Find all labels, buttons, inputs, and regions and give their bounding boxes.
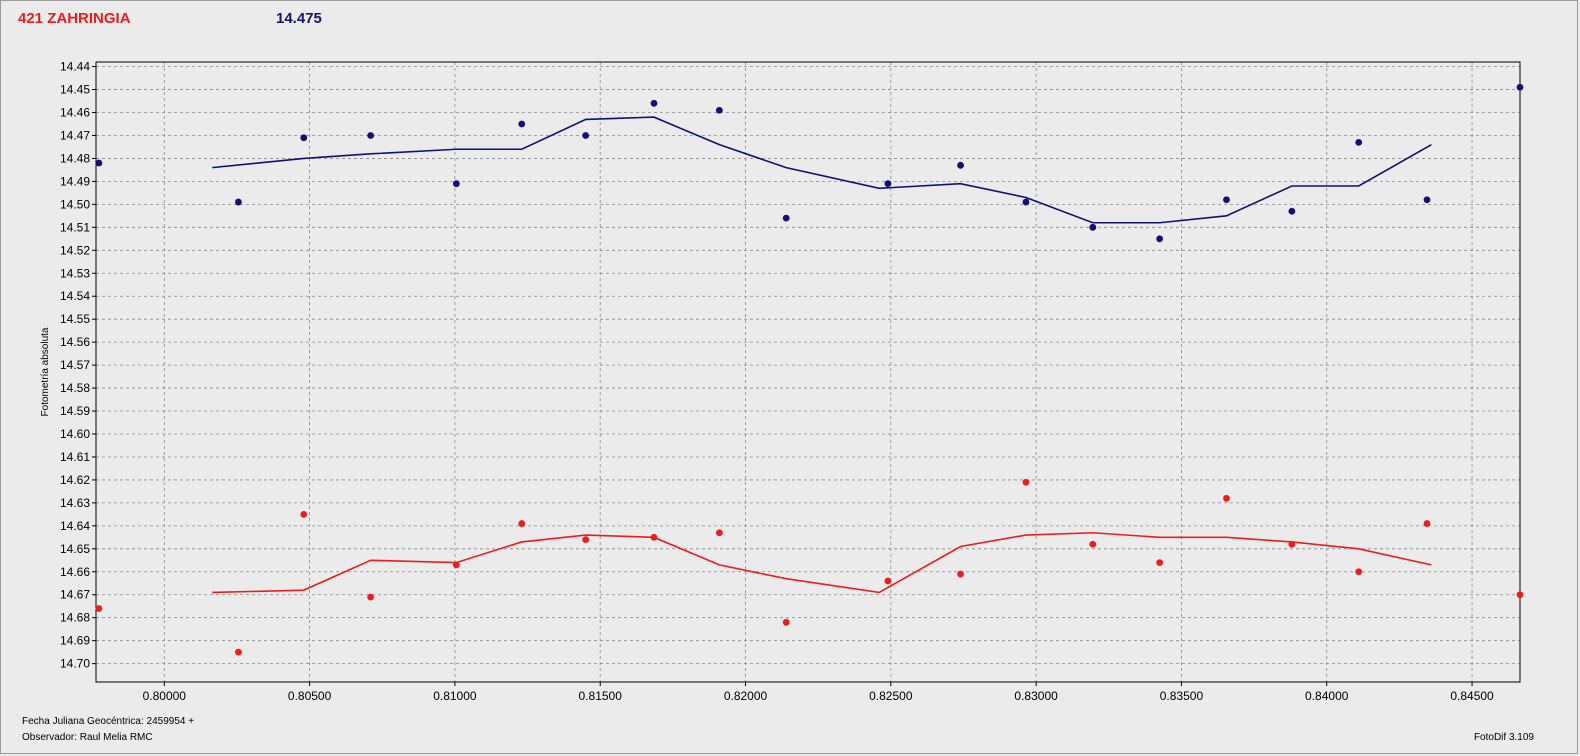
y-tick-label: 14.65 <box>60 542 90 556</box>
series-0-point <box>582 132 590 139</box>
observer-label: Observador: Raul Melia RMC <box>22 732 153 743</box>
series-1-point <box>650 533 658 541</box>
series-1 <box>95 478 1524 656</box>
series-0-trend-line <box>212 116 1432 224</box>
series-0-point <box>518 120 526 128</box>
y-tick-label: 14.50 <box>60 197 90 211</box>
x-tick-label: 0.84500 <box>1450 689 1494 703</box>
y-tick-label: 14.54 <box>60 289 90 303</box>
series-0-point <box>884 180 892 188</box>
y-tick-label: 14.62 <box>60 473 90 487</box>
y-tick-label: 14.55 <box>60 312 90 326</box>
series-1-point <box>1089 540 1097 548</box>
series-0-point <box>957 161 964 169</box>
series <box>95 83 1524 656</box>
series-1-point <box>1022 478 1030 486</box>
series-1-point <box>1223 494 1230 502</box>
y-tick-label: 14.48 <box>60 151 90 165</box>
series-1-point <box>300 510 308 518</box>
series-0 <box>95 83 1524 243</box>
y-tick-label: 14.46 <box>60 106 90 120</box>
y-tick-label: 14.47 <box>60 128 90 142</box>
x-tick-label: 0.84000 <box>1305 689 1349 703</box>
series-1-point <box>1156 559 1164 566</box>
x-tick-label: 0.81000 <box>433 689 477 703</box>
y-tick-label: 14.63 <box>60 496 90 510</box>
series-0-point <box>1288 207 1296 215</box>
x-tick-label: 0.82500 <box>869 689 913 703</box>
series-1-point <box>95 605 103 612</box>
series-0-point <box>95 159 103 167</box>
x-tick-label: 0.80500 <box>288 689 332 703</box>
y-tick-label: 14.70 <box>60 657 90 671</box>
series-1-point <box>367 593 375 601</box>
series-0-point <box>782 214 790 222</box>
y-tick-label: 14.51 <box>60 220 90 234</box>
y-tick-label: 14.45 <box>60 83 90 97</box>
series-0-point <box>1156 235 1164 243</box>
series-0-point <box>235 198 242 206</box>
mean-magnitude: 14.475 <box>276 10 322 27</box>
series-1-point <box>1516 591 1524 599</box>
y-tick-label: 14.66 <box>60 565 90 579</box>
series-0-point <box>1022 198 1030 206</box>
series-0-point <box>1516 83 1524 91</box>
series-0-point <box>1223 196 1230 204</box>
series-0-point <box>452 180 460 188</box>
grid <box>96 62 1520 682</box>
series-1-point <box>518 520 526 527</box>
y-tick-label: 14.53 <box>60 266 90 280</box>
julian-date-label: Fecha Juliana Geocéntrica: 2459954 + <box>22 716 195 727</box>
plot-area-border <box>95 61 1521 683</box>
series-1-trend-line <box>212 531 1432 594</box>
x-tick-label: 0.83000 <box>1014 689 1058 703</box>
series-0-point <box>1355 138 1363 146</box>
x-tick-label: 0.82000 <box>724 689 768 703</box>
y-tick-label: 14.57 <box>60 358 90 372</box>
y-tick-label: 14.61 <box>60 450 90 464</box>
x-tick-label: 0.81500 <box>579 689 623 703</box>
series-0-point <box>1089 223 1097 231</box>
y-tick-label: 14.44 <box>60 60 90 74</box>
y-tick-label: 14.67 <box>60 588 90 602</box>
y-tick-label: 14.49 <box>60 174 90 188</box>
y-tick-label: 14.52 <box>60 243 90 257</box>
series-1-point <box>782 618 790 626</box>
y-tick-label: 14.59 <box>60 404 90 418</box>
y-tick-label: 14.58 <box>60 381 90 395</box>
series-0-point <box>1423 196 1431 204</box>
y-tick-label: 14.60 <box>60 427 90 441</box>
x-tick-label: 0.83500 <box>1160 689 1204 703</box>
y-tick-label: 14.69 <box>60 634 90 648</box>
y-axis-label: Fotometría absoluta <box>40 327 51 416</box>
series-1-point <box>582 536 590 544</box>
object-name: 421 ZAHRINGIA <box>18 10 131 27</box>
series-1-point <box>884 577 892 585</box>
y-tick-label: 14.56 <box>60 335 90 349</box>
series-0-point <box>367 132 375 139</box>
axes: 14.44 14.45 14.46 14.47 14.48 14.49 14.50 14.51… <box>60 60 1521 703</box>
series-1-point <box>715 529 723 537</box>
series-0-point <box>650 99 658 107</box>
series-1-point <box>1423 520 1431 527</box>
series-1-point <box>452 561 460 569</box>
series-0-point <box>300 134 308 142</box>
series-1-point <box>1355 568 1363 576</box>
y-tick-label: 14.68 <box>60 611 90 625</box>
y-tick-label: 14.64 <box>60 519 90 533</box>
series-0-point <box>715 106 723 114</box>
series-1-point <box>235 648 242 656</box>
x-tick-label: 0.80000 <box>143 689 187 703</box>
series-1-point <box>957 570 964 578</box>
series-1-point <box>1288 540 1296 548</box>
software-label: FotoDif 3.109 <box>1473 732 1534 743</box>
